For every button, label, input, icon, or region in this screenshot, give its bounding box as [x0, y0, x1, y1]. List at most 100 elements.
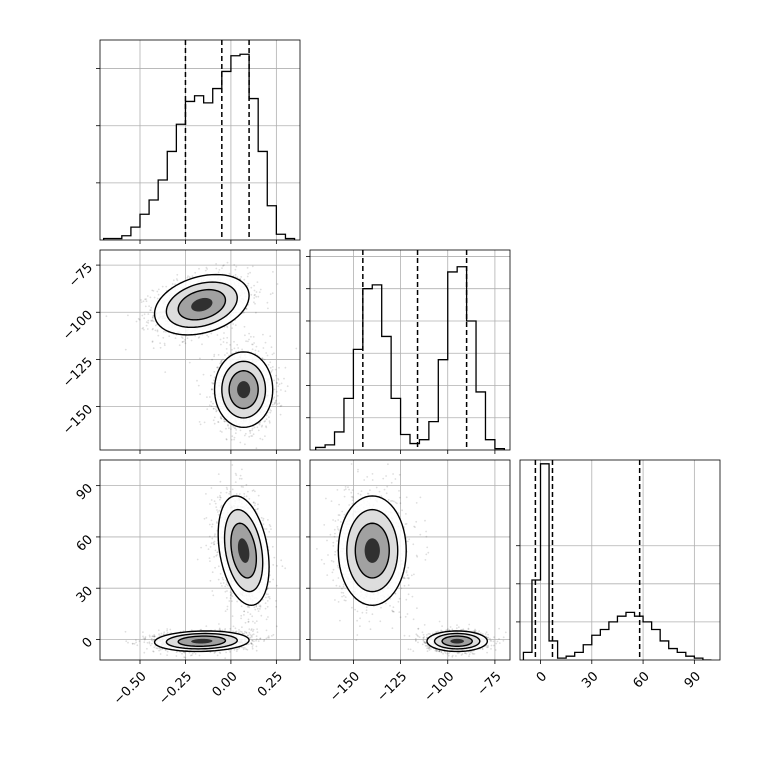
histogram-bin: [249, 99, 258, 240]
sample-point: [252, 336, 255, 338]
sample-point: [219, 430, 222, 432]
sample-point: [251, 634, 254, 636]
sample-point: [226, 590, 228, 592]
sample-point: [205, 266, 208, 269]
sample-point: [184, 342, 187, 345]
sample-point: [217, 271, 220, 274]
sample-point: [240, 617, 243, 620]
sample-point: [275, 381, 278, 384]
sample-point: [275, 605, 278, 608]
sample-point: [270, 346, 273, 349]
sample-point: [268, 581, 271, 583]
sample-point: [224, 628, 227, 630]
panel-frame: [519, 459, 721, 661]
sample-point: [239, 441, 242, 444]
sample-point: [213, 355, 216, 358]
histogram-bin: [438, 360, 447, 450]
sample-point: [183, 340, 185, 343]
histogram-bin: [363, 289, 372, 450]
sample-point: [248, 606, 251, 609]
sample-point: [241, 468, 243, 471]
sample-point: [257, 295, 260, 298]
sample-point: [253, 501, 255, 504]
sample-point: [172, 279, 175, 282]
sample-point: [159, 342, 162, 344]
sample-point: [264, 420, 267, 422]
sample-point: [224, 590, 227, 593]
sample-point: [265, 418, 268, 420]
sample-point: [284, 366, 287, 369]
sample-point: [233, 340, 235, 343]
sample-point: [228, 492, 231, 495]
sample-point: [211, 388, 213, 391]
sample-point: [176, 273, 179, 276]
sample-point: [226, 341, 228, 344]
sample-point: [276, 565, 278, 567]
sample-point: [269, 411, 272, 414]
sample-point: [269, 580, 271, 583]
sample-point: [253, 606, 256, 609]
sample-point: [225, 597, 228, 599]
sample-point: [243, 493, 246, 495]
sample-point: [240, 276, 243, 278]
sample-point: [156, 290, 159, 293]
sample-point: [253, 289, 256, 292]
histogram-bin: [652, 630, 661, 660]
sample-point: [217, 421, 220, 423]
sample-point: [225, 427, 227, 430]
sample-point: [219, 496, 222, 499]
sample-point: [156, 330, 159, 333]
sample-point: [281, 565, 284, 568]
sample-point: [219, 506, 222, 508]
sample-point: [225, 583, 228, 586]
sample-point: [251, 490, 254, 492]
sample-point: [223, 332, 225, 334]
sample-point: [198, 336, 201, 338]
sample-point: [270, 370, 273, 373]
sample-point: [198, 267, 200, 270]
sample-point: [251, 427, 254, 430]
sample-point: [247, 340, 249, 343]
sample-point: [235, 265, 238, 268]
sample-point: [141, 314, 144, 317]
sample-point: [152, 327, 154, 330]
sample-point: [206, 268, 209, 270]
sample-point: [249, 430, 252, 432]
sample-point: [211, 537, 214, 540]
sample-point: [226, 584, 229, 587]
sample-point: [273, 403, 276, 405]
sample-point: [213, 353, 216, 356]
sample-point: [127, 314, 129, 317]
histogram-bars: [102, 53, 296, 240]
sample-point: [257, 494, 260, 497]
sample-point: [146, 328, 149, 330]
sample-point: [234, 432, 237, 435]
sample-point: [161, 285, 164, 288]
sample-point: [205, 493, 207, 495]
sample-point: [152, 315, 155, 317]
sample-point: [211, 571, 214, 574]
sample-point: [205, 517, 208, 519]
sample-point: [196, 379, 198, 382]
sample-point: [124, 348, 127, 351]
sample-point: [252, 628, 255, 631]
sample-point: [263, 640, 265, 642]
sample-point: [213, 556, 216, 558]
sample-point: [226, 605, 229, 608]
sample-point: [277, 385, 280, 387]
sample-point: [219, 494, 221, 497]
sample-point: [181, 337, 184, 339]
histogram-panel-1: [306, 249, 511, 454]
sample-point: [214, 566, 217, 569]
sample-point: [262, 517, 265, 520]
sample-point: [251, 348, 254, 351]
sample-point: [251, 265, 254, 268]
histogram-bin: [325, 445, 334, 450]
sample-point: [194, 271, 197, 274]
sample-point: [146, 295, 149, 297]
sample-point: [255, 604, 258, 607]
sample-point: [219, 338, 222, 341]
sample-point: [219, 415, 222, 418]
sample-point: [211, 523, 214, 526]
sample-point: [275, 374, 277, 377]
